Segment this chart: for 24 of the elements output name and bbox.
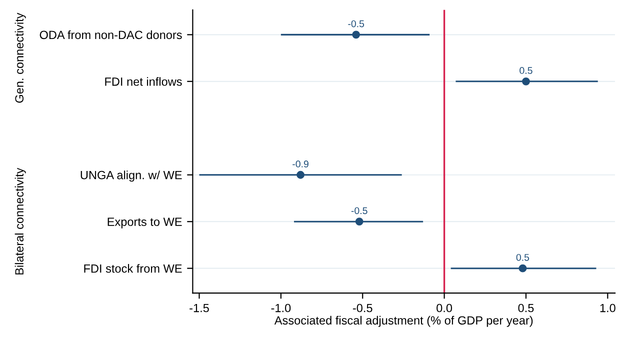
x-tick-label: 1.0 <box>600 304 616 312</box>
y-tick-label: ODA from non-DAC donors <box>40 30 182 40</box>
point <box>518 264 527 272</box>
text: Bilateral connectivity <box>14 168 26 274</box>
y-tick-label: Exports to WE <box>108 218 182 228</box>
x-tick-label: 0.0 <box>436 304 452 312</box>
data-label: 0.5 <box>520 67 532 74</box>
x-tick-label: -1.0 <box>271 304 291 312</box>
y-tick-label: FDI net inflows <box>105 77 182 86</box>
point <box>522 77 530 86</box>
text: Gen. connectivity <box>14 12 26 103</box>
point <box>355 218 364 226</box>
data-label: -0.5 <box>351 207 368 214</box>
point <box>352 30 360 39</box>
y-tick-label: UNGA align. w/ WE <box>80 170 182 182</box>
x-axis-title: Associated fiscal adjustment (% of GDP per year) <box>274 316 533 327</box>
x-tick-label: -1.5 <box>190 304 209 312</box>
point <box>296 170 304 179</box>
data-label: 0.5 <box>516 254 530 261</box>
x-tick-label: 0.5 <box>518 304 534 312</box>
x-tick-label: -0.5 <box>352 304 372 312</box>
data-label: -0.5 <box>348 20 364 28</box>
y-tick-label: FDI stock from WE <box>84 264 182 273</box>
data-label: -0.9 <box>292 160 308 168</box>
